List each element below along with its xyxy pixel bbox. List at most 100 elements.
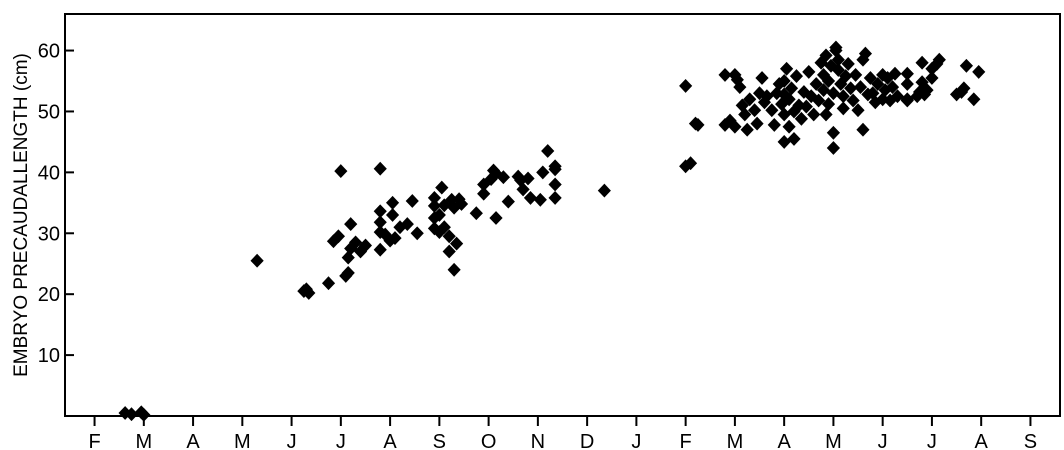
data-point <box>341 250 355 265</box>
data-point <box>679 78 693 93</box>
data-point <box>344 217 358 232</box>
x-tick-label: J <box>336 431 346 450</box>
data-point <box>807 107 821 122</box>
data-point <box>302 286 316 300</box>
data-point <box>388 231 402 246</box>
data-point <box>334 164 348 179</box>
data-point <box>789 69 804 84</box>
data-point <box>836 101 850 116</box>
x-tick-label: M <box>135 431 152 450</box>
data-point <box>341 265 355 280</box>
data-point <box>733 80 747 95</box>
data-point <box>826 125 841 140</box>
data-point <box>385 195 400 210</box>
data-point <box>782 119 796 134</box>
data-point <box>373 242 387 257</box>
data-point <box>427 190 442 205</box>
data-point <box>871 77 885 91</box>
data-point <box>516 182 530 197</box>
data-point <box>501 194 515 209</box>
data-point <box>819 48 833 63</box>
data-point <box>844 81 858 96</box>
data-point <box>819 107 833 122</box>
data-point <box>777 74 791 88</box>
data-point <box>787 131 801 146</box>
data-point <box>831 52 845 67</box>
data-point <box>743 92 757 107</box>
data-point <box>782 92 796 107</box>
data-point <box>477 186 491 201</box>
data-point <box>925 71 939 85</box>
x-tick-label: J <box>631 431 641 450</box>
data-point <box>410 226 424 241</box>
data-point <box>972 64 986 79</box>
x-tick-label: M <box>825 431 842 450</box>
x-tick-label: S <box>433 431 446 450</box>
data-point <box>841 56 855 71</box>
data-point <box>250 253 264 268</box>
data-point <box>331 229 346 244</box>
data-point <box>373 204 387 219</box>
data-point <box>536 165 550 180</box>
plot-frame <box>64 13 1061 417</box>
data-point <box>400 217 414 232</box>
data-point <box>740 122 754 137</box>
data-point <box>831 63 845 77</box>
data-point <box>851 103 865 118</box>
data-point <box>848 67 863 82</box>
data-point <box>437 220 451 235</box>
data-point <box>888 66 902 81</box>
x-tick-label: N <box>531 431 545 450</box>
data-point <box>846 93 860 108</box>
data-point <box>489 211 503 225</box>
data-point <box>432 208 446 222</box>
x-tick-label: M <box>727 431 744 450</box>
y-tick-label: 40 <box>38 162 60 184</box>
x-tick-label: A <box>186 431 200 450</box>
data-point <box>548 177 562 192</box>
data-point <box>900 77 914 91</box>
data-point <box>821 74 836 88</box>
data-point <box>137 407 151 422</box>
data-point <box>779 61 794 76</box>
data-point <box>885 80 900 95</box>
data-point <box>597 183 611 198</box>
data-point <box>405 194 419 208</box>
y-tick-label: 60 <box>38 41 60 63</box>
x-tick-label: S <box>1024 431 1037 450</box>
data-point <box>321 276 336 291</box>
data-point <box>523 190 538 205</box>
data-point <box>957 81 971 96</box>
data-point <box>469 206 483 221</box>
x-tick-label: M <box>234 431 251 450</box>
x-tick-label: F <box>680 431 692 450</box>
x-tick-label: J <box>878 431 888 450</box>
data-point <box>755 71 769 85</box>
data-point <box>967 92 981 107</box>
data-point <box>454 197 469 211</box>
data-point <box>794 111 809 126</box>
data-point <box>442 229 456 244</box>
data-point <box>718 67 732 82</box>
data-point <box>900 93 914 108</box>
data-point <box>920 83 934 98</box>
data-point <box>839 69 853 84</box>
y-axis-label: EMBRYO PRECAUDALLENGTH (cm) <box>11 53 32 377</box>
data-point <box>802 64 816 79</box>
x-tick-label: J <box>927 431 937 450</box>
data-point <box>821 97 836 112</box>
x-tick-label: J <box>287 431 297 450</box>
data-point <box>812 93 826 108</box>
data-point <box>728 119 742 134</box>
axes: 10 20 30 40 50 60 F M A M J J A S O N D J F M A M J J A S <box>38 13 1061 450</box>
data-point <box>858 46 873 61</box>
y-tick-label: 20 <box>38 284 60 306</box>
data-point <box>373 215 387 230</box>
data-point <box>804 89 818 104</box>
y-tick-label: 50 <box>38 101 60 123</box>
data-point <box>533 192 547 207</box>
data-point <box>747 103 762 118</box>
data-point <box>738 107 752 122</box>
data-point <box>385 208 400 222</box>
